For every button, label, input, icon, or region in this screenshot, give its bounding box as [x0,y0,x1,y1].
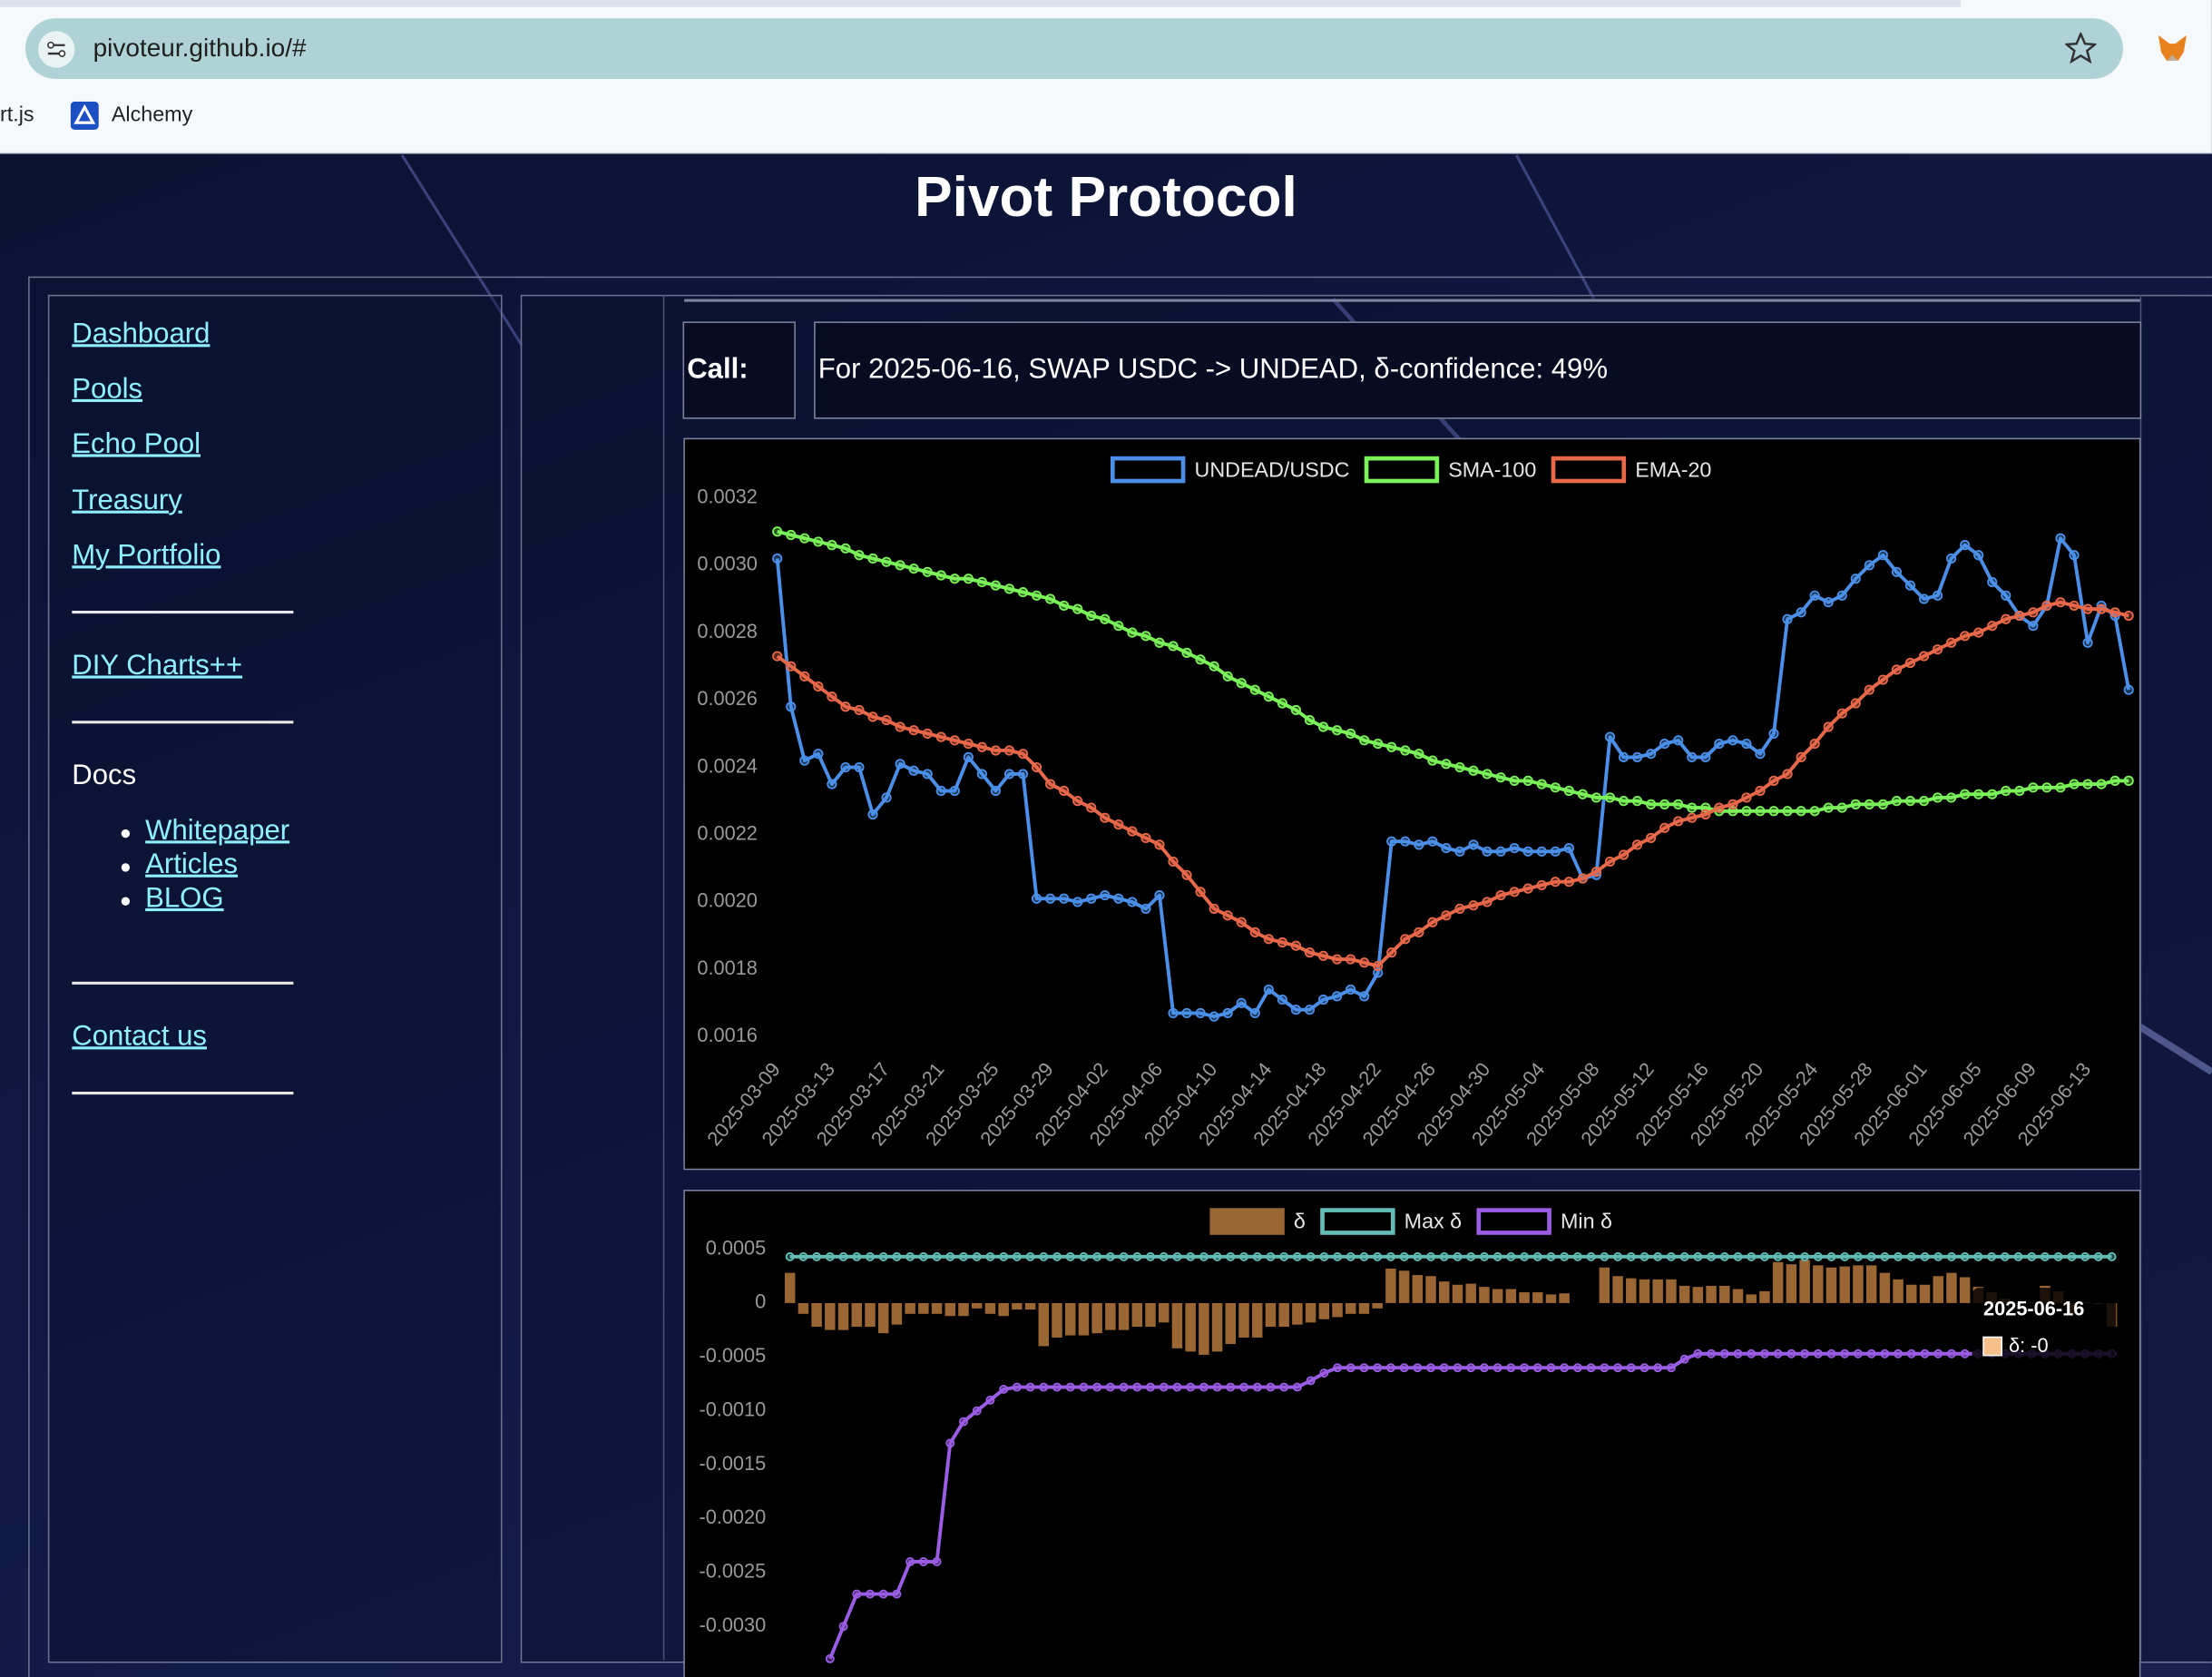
nav-link[interactable]: My Portfolio [72,540,221,572]
column-line [662,294,665,1661]
call-text-cell: For 2025-06-16, SWAP USDC -> UNDEAD, δ-c… [814,321,2142,419]
nav-link[interactable]: Treasury [72,485,182,516]
bookmark[interactable]: Alchemy [111,103,193,127]
divider [72,981,294,985]
url-text: pivoteur.github.io/# [93,34,307,63]
bullet [121,897,131,906]
bg-streak [2138,1024,2212,1075]
address-bar[interactable]: pivoteur.github.io/# [24,18,2123,80]
browser-chrome: pivoteur.github.io/# rt.js Alchemy [0,0,2212,154]
call-label-cell: Call: [682,321,796,419]
bg-streak [1515,154,1596,300]
nav-link[interactable]: Dashboard [72,319,210,350]
site-info-icon[interactable] [36,30,76,70]
nav-link[interactable]: Echo Pool [72,428,201,460]
nav-link[interactable]: Contact us [72,1021,207,1053]
column-line [2139,294,2142,1661]
divider [72,721,294,724]
call-text: For 2025-06-16, SWAP USDC -> UNDEAD, δ-c… [817,354,1608,386]
call-label: Call: [687,354,749,386]
doc-link[interactable]: Whitepaper [145,815,290,847]
docs-heading: Docs [72,760,137,791]
bullet [121,863,131,872]
nav-link[interactable]: Pools [72,373,143,406]
nav-link[interactable]: DIY Charts++ [72,650,243,682]
row-edge [684,299,2140,302]
metamask-icon[interactable] [2156,33,2189,64]
site-title: Pivot Protocol [915,166,1297,229]
outer-frame [28,276,2212,1677]
bullet [121,829,131,838]
alchemy-icon [70,101,99,130]
divider [72,1092,294,1095]
main-panel [520,294,2212,1663]
doc-link[interactable]: BLOG [145,882,224,915]
bookmark-star[interactable] [2065,32,2097,64]
divider [72,611,294,614]
tab-strip [0,0,1962,7]
sidebar: Dashboard Pools Echo Pool Treasury My Po… [47,294,503,1663]
bookmark[interactable]: rt.js [0,103,34,127]
doc-link[interactable]: Articles [145,848,239,880]
